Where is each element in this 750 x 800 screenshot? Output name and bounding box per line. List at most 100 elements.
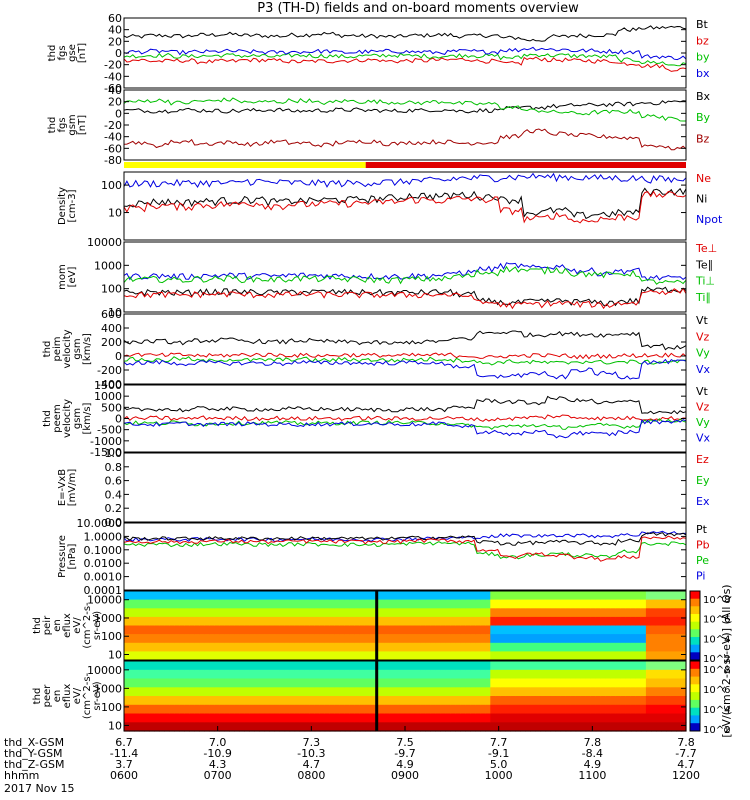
- spectro-cell: [299, 678, 306, 688]
- spectro-cell: [475, 661, 481, 671]
- panel-frame: [123, 171, 687, 241]
- spectro-cell: [209, 704, 215, 715]
- series-bz: [123, 56, 687, 72]
- spectro-cell: [440, 599, 446, 609]
- spectro-cell: [319, 599, 326, 609]
- spectro-cell: [445, 678, 451, 688]
- spectro-cell: [550, 722, 557, 732]
- spectro-cell: [645, 642, 652, 652]
- spectro-cell: [550, 616, 557, 627]
- spectro-cell: [595, 616, 602, 627]
- spectro-cell: [660, 713, 667, 723]
- spectro-cell: [294, 642, 301, 652]
- spectro-cell: [329, 669, 336, 680]
- spectro-cell: [540, 687, 547, 697]
- colorbar-tick: 10^4: [703, 705, 730, 716]
- spectro-cell: [334, 669, 341, 680]
- spectro-cell: [550, 678, 557, 688]
- spectro-cell: [595, 642, 602, 652]
- spectro-cell: [344, 678, 351, 688]
- spectro-cell: [670, 669, 677, 680]
- spectro-cell: [630, 678, 637, 688]
- spectro-cell: [395, 722, 401, 732]
- spectro-cell: [349, 704, 356, 715]
- spectro-cell: [570, 616, 577, 627]
- spectro-cell: [184, 669, 190, 680]
- spectro-cell: [264, 616, 271, 627]
- spectro-cell: [505, 625, 511, 635]
- spectro-cell: [490, 661, 496, 671]
- spectro-cell: [179, 608, 185, 618]
- y-axis-label: eflux: [62, 613, 73, 638]
- spectro-cell: [219, 669, 225, 680]
- spectro-cell: [670, 616, 677, 627]
- spectro-cell: [590, 591, 597, 601]
- spectro-cell: [475, 651, 481, 661]
- spectro-cell: [510, 687, 516, 697]
- spectro-cell: [600, 661, 607, 671]
- spectro-cell: [470, 608, 476, 618]
- spectro-cell: [630, 669, 637, 680]
- spectro-cell: [169, 599, 175, 609]
- spectro-cell: [224, 642, 230, 652]
- spectro-cell: [630, 625, 637, 635]
- legend-item: Ey: [696, 474, 710, 487]
- spectro-cell: [309, 608, 316, 618]
- spectro-cell: [665, 669, 672, 680]
- spectro-cell: [279, 713, 286, 723]
- spectro-cell: [169, 608, 175, 618]
- spectro-cell: [465, 616, 471, 627]
- spectro-cell: [284, 696, 291, 706]
- y-tick-label: 10: [108, 207, 122, 220]
- spectro-cell: [209, 722, 215, 732]
- spectro-cell: [379, 661, 386, 671]
- spectro-cell: [440, 687, 446, 697]
- series-bz: [123, 128, 687, 151]
- spectro-cell: [159, 634, 165, 644]
- spectro-cell: [184, 651, 190, 661]
- spectro-cell: [625, 599, 632, 609]
- spectro-cell: [535, 678, 542, 688]
- spectro-cell: [234, 634, 240, 644]
- spectro-cell: [144, 625, 150, 635]
- spectro-cell: [124, 599, 130, 609]
- spectro-cell: [500, 696, 506, 706]
- spectro-cell: [164, 625, 170, 635]
- y-tick-label: 400: [101, 322, 122, 335]
- spectro-cell: [269, 704, 276, 715]
- spectro-cell: [490, 713, 496, 723]
- spectro-cell: [395, 591, 401, 601]
- spectro-cell: [640, 722, 647, 732]
- spectro-cell: [139, 616, 145, 627]
- spectro-cell: [344, 591, 351, 601]
- spectro-cell: [455, 704, 461, 715]
- spectro-cell: [465, 722, 471, 732]
- spectro-cell: [389, 704, 396, 715]
- spectro-cell: [520, 722, 526, 732]
- spectro-cell: [620, 669, 627, 680]
- spectro-cell: [139, 678, 145, 688]
- spectro-cell: [630, 687, 637, 697]
- spectro-cell: [655, 608, 662, 618]
- spectro-cell: [665, 608, 672, 618]
- spectro-cell: [681, 696, 687, 706]
- spectro-cell: [575, 642, 582, 652]
- spectro-cell: [274, 651, 281, 661]
- spectro-cell: [400, 678, 406, 688]
- spectro-cell: [530, 616, 536, 627]
- spectro-cell: [284, 616, 291, 627]
- spectro-cell: [199, 642, 205, 652]
- spectro-cell: [184, 722, 190, 732]
- spectro-cell: [164, 704, 170, 715]
- spectro-cell: [129, 678, 135, 688]
- spectro-cell: [425, 651, 431, 661]
- spectro-cell: [430, 634, 436, 644]
- legend-item: by: [696, 51, 710, 64]
- spectro-cell: [676, 722, 682, 732]
- spectro-cell: [199, 678, 205, 688]
- spectro-cell: [600, 696, 607, 706]
- y-tick-label: 20: [108, 35, 122, 48]
- spectro-cell: [415, 687, 421, 697]
- spectro-cell: [590, 634, 597, 644]
- spectro-cell: [309, 669, 316, 680]
